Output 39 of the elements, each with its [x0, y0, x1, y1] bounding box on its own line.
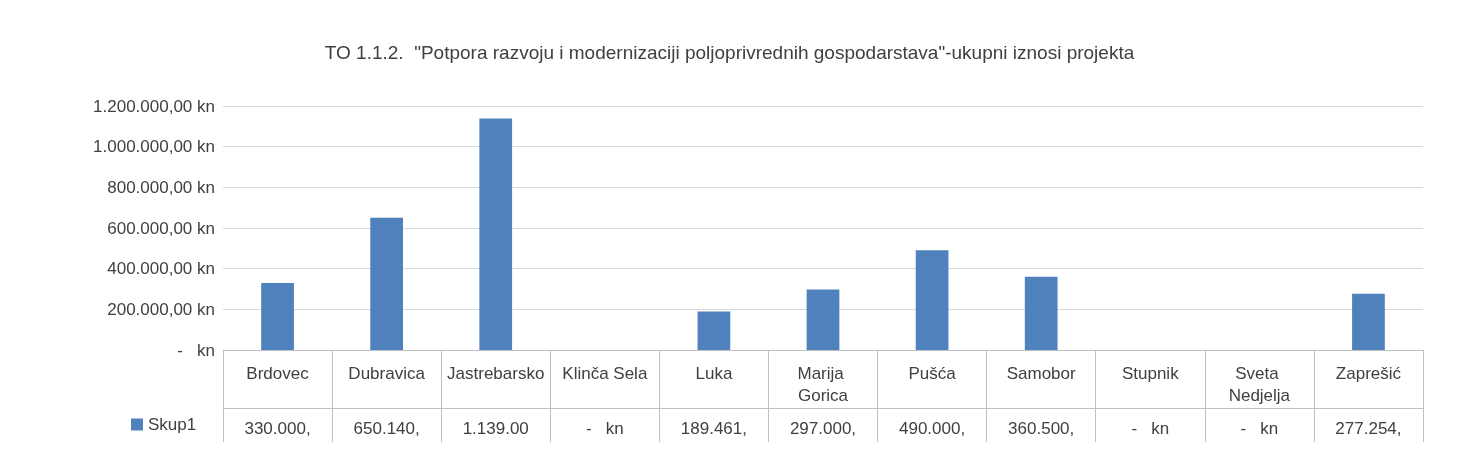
y-tick-label: 600.000,00 kn: [107, 218, 215, 238]
x-tick-label: Zaprešić: [1335, 363, 1402, 383]
x-tick-label: Marija Gorica: [797, 363, 849, 405]
bar: [479, 118, 513, 350]
data-label: 1.139.00: [462, 419, 529, 438]
x-tick-label: Brdovec: [246, 363, 310, 383]
bar: [915, 250, 949, 350]
data-label: 330.000,: [244, 419, 311, 438]
data-label: - kn: [1131, 419, 1170, 438]
x-tick-label: Luka: [695, 363, 733, 383]
x-tick-label: Sveta Nedjelja: [1228, 363, 1291, 405]
data-label: 360.500,: [1008, 419, 1075, 438]
data-label: 277.254,: [1335, 419, 1402, 438]
y-tick-label: 1.200.000,00 kn: [93, 96, 215, 116]
bar: [370, 217, 403, 350]
x-tick-label: Stupnik: [1121, 363, 1180, 383]
chart-title: TO 1.1.2. "Potpora razvoju i modernizaciji poljoprivrednih gospodarstava"-ukupni iznosi projekta: [324, 42, 1135, 63]
y-tick-label: 200.000,00 kn: [107, 299, 215, 319]
x-tick-label: Pušća: [908, 363, 957, 383]
legend-label: Skup1: [148, 415, 197, 434]
x-tick-label: Klinča Sela: [562, 363, 648, 383]
bar: [1352, 293, 1385, 350]
bar: [697, 311, 731, 350]
data-label: 189.461,: [680, 419, 747, 438]
bar: [806, 289, 840, 350]
data-label: - kn: [585, 419, 624, 438]
bar: [261, 282, 294, 350]
y-tick-label: 800.000,00 kn: [107, 177, 215, 197]
bar: [1024, 276, 1058, 350]
y-tick-label: 400.000,00 kn: [107, 259, 215, 279]
y-tick-label: - kn: [177, 340, 215, 360]
data-label: 490.000,: [899, 419, 966, 438]
data-label: 650.140,: [353, 419, 420, 438]
x-tick-label: Dubravica: [348, 363, 426, 383]
x-tick-label: Jastrebarsko: [447, 363, 545, 383]
x-tick-label: Samobor: [1006, 363, 1077, 383]
data-label: 297.000,: [789, 419, 857, 438]
y-tick-label: 1.000.000,00 kn: [93, 137, 215, 157]
data-label: - kn: [1240, 419, 1279, 438]
